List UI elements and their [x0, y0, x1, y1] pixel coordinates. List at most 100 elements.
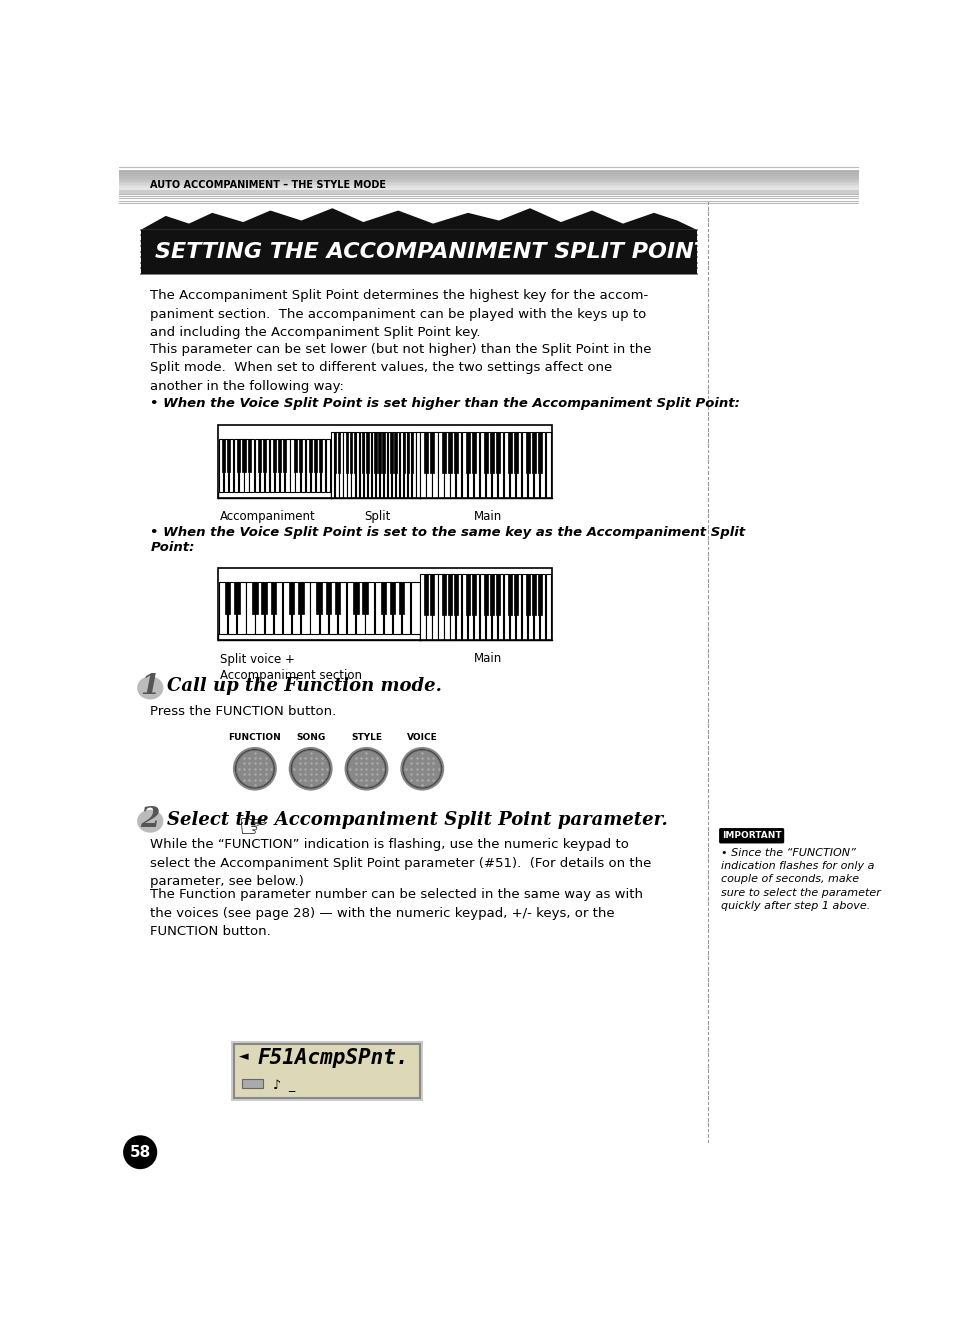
Bar — [351, 431, 355, 498]
Bar — [539, 573, 545, 641]
Bar — [503, 573, 509, 641]
Bar — [466, 573, 469, 616]
Bar — [353, 581, 358, 614]
Bar — [462, 573, 467, 641]
Bar — [525, 431, 529, 473]
Bar — [534, 573, 538, 641]
Bar — [355, 581, 364, 634]
Text: Split: Split — [363, 510, 390, 523]
Bar — [248, 439, 251, 472]
Bar — [430, 431, 434, 473]
Bar — [528, 573, 533, 641]
Bar — [383, 581, 392, 634]
Bar — [474, 431, 479, 498]
Bar — [242, 439, 245, 472]
Bar — [265, 439, 269, 492]
Bar — [283, 581, 291, 634]
Bar — [444, 573, 449, 641]
Bar — [539, 431, 545, 498]
Bar — [367, 431, 371, 498]
Bar — [395, 431, 399, 498]
Bar — [545, 431, 551, 498]
Bar — [334, 431, 335, 473]
Bar — [537, 573, 541, 616]
Bar — [300, 439, 305, 492]
Bar — [521, 431, 527, 498]
Bar — [401, 581, 410, 634]
Bar — [274, 581, 282, 634]
Text: Accompaniment: Accompaniment — [220, 510, 315, 523]
Bar — [528, 431, 533, 498]
Bar — [468, 573, 473, 641]
Bar — [259, 439, 264, 492]
Bar — [366, 431, 368, 473]
Bar — [497, 573, 503, 641]
FancyBboxPatch shape — [719, 828, 783, 844]
Bar — [410, 431, 413, 473]
Bar — [261, 581, 267, 614]
Bar — [271, 581, 275, 614]
Bar — [490, 573, 493, 616]
Bar — [472, 431, 476, 473]
Text: SONG: SONG — [295, 733, 325, 742]
Bar — [283, 439, 286, 472]
Bar — [274, 439, 279, 492]
Bar — [241, 1079, 263, 1089]
Text: FUNCTION: FUNCTION — [229, 733, 281, 742]
Bar — [441, 431, 445, 473]
Bar — [486, 431, 491, 498]
Bar — [525, 573, 529, 616]
Bar — [329, 581, 336, 634]
Bar — [289, 581, 294, 614]
Bar — [479, 431, 485, 498]
Bar — [472, 573, 476, 616]
Bar — [250, 439, 253, 492]
Bar — [314, 439, 316, 472]
Bar — [244, 439, 249, 492]
Circle shape — [233, 749, 275, 789]
Bar — [468, 431, 473, 498]
Bar — [224, 439, 228, 492]
Bar — [406, 431, 409, 473]
Bar — [411, 581, 419, 634]
Bar — [363, 431, 367, 498]
Bar — [246, 581, 254, 634]
Bar — [305, 439, 310, 492]
Text: • When the Voice Split Point is set to the same key as the Accompaniment Split
P: • When the Voice Split Point is set to t… — [150, 526, 744, 555]
Bar — [507, 573, 511, 616]
Bar — [228, 581, 236, 634]
Bar — [292, 581, 300, 634]
Bar — [393, 581, 401, 634]
Text: Select the Accompaniment Split Point parameter.: Select the Accompaniment Split Point par… — [167, 811, 667, 829]
Bar — [233, 439, 238, 492]
Bar — [355, 431, 358, 498]
Circle shape — [290, 749, 332, 789]
Circle shape — [401, 749, 443, 789]
Circle shape — [402, 750, 441, 788]
Bar — [432, 431, 437, 498]
Bar — [496, 573, 499, 616]
Bar — [337, 581, 346, 634]
Bar — [119, 177, 858, 194]
Bar — [335, 581, 340, 614]
Text: ☞: ☞ — [237, 811, 267, 844]
Bar — [490, 431, 493, 473]
Bar — [390, 431, 393, 473]
Ellipse shape — [137, 809, 163, 833]
Text: Press the FUNCTION button.: Press the FUNCTION button. — [150, 705, 336, 718]
Bar — [456, 431, 461, 498]
Bar — [507, 431, 511, 473]
Bar — [273, 439, 275, 472]
Bar — [319, 581, 328, 634]
Bar — [402, 431, 404, 473]
Bar — [496, 431, 499, 473]
Bar — [345, 431, 348, 473]
Bar — [335, 431, 338, 498]
Text: IMPORTANT: IMPORTANT — [721, 832, 781, 841]
Bar — [390, 581, 395, 614]
Bar — [294, 439, 296, 472]
Text: While the “FUNCTION” indication is flashing, use the numeric keypad to
select th: While the “FUNCTION” indication is flash… — [150, 838, 651, 888]
Bar — [497, 431, 503, 498]
Bar — [516, 573, 521, 641]
Bar — [218, 426, 551, 498]
